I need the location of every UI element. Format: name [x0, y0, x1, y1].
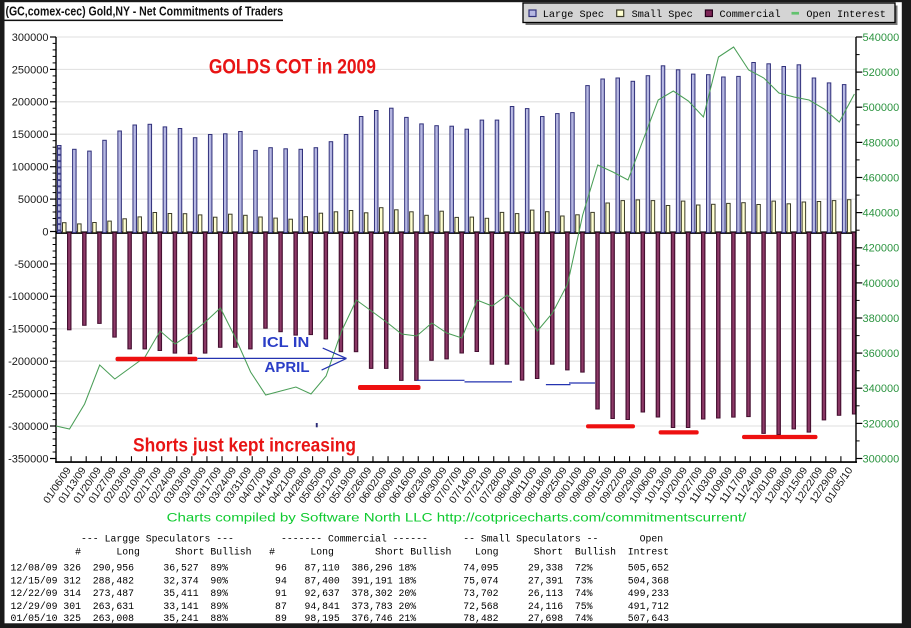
svg-text:100000: 100000	[12, 162, 49, 174]
svg-text:400000: 400000	[863, 278, 900, 290]
svg-text:GOLDS COT in 2009: GOLDS COT in 2009	[209, 55, 376, 78]
svg-text:-300000: -300000	[8, 421, 48, 433]
svg-text:380000: 380000	[863, 313, 900, 325]
svg-text:-350000: -350000	[8, 453, 48, 465]
svg-text:540000: 540000	[863, 32, 900, 44]
svg-text:--- Largge Speculators ---: --- Largge Speculators --- ------- Comme…	[11, 533, 664, 544]
svg-text:-100000: -100000	[8, 291, 48, 303]
svg-text:250000: 250000	[12, 64, 49, 76]
svg-text:Commercial: Commercial	[720, 9, 781, 21]
svg-text:12/22/09 314 273,487 35,4: 12/22/09 314 273,487 35,411 89% 91 92,63…	[11, 588, 670, 599]
svg-text:-200000: -200000	[8, 356, 48, 368]
svg-text:ICL IN: ICL IN	[262, 335, 309, 351]
svg-text:480000: 480000	[863, 137, 900, 149]
svg-text:520000: 520000	[863, 67, 900, 79]
svg-text:360000: 360000	[863, 348, 900, 360]
svg-text:300000: 300000	[12, 32, 49, 44]
svg-text:Shorts just kept increasing: Shorts just kept increasing	[133, 435, 356, 457]
svg-text:Open Interest: Open Interest	[806, 10, 885, 21]
svg-text:-250000: -250000	[8, 389, 48, 401]
svg-text:-150000: -150000	[8, 324, 48, 336]
svg-text:50000: 50000	[18, 194, 49, 206]
svg-text:(GC,comex-cec) Gold,NY - Net C: (GC,comex-cec) Gold,NY - Net Commitments…	[6, 5, 284, 19]
svg-text:Large Spec: Large Spec	[543, 10, 604, 21]
svg-text:500000: 500000	[863, 102, 900, 114]
svg-text:340000: 340000	[863, 383, 900, 395]
svg-text:150000: 150000	[12, 129, 49, 141]
svg-text:0: 0	[42, 226, 48, 238]
svg-text:01/05/10 325 263,008 35,2: 01/05/10 325 263,008 35,241 88% 89 98,19…	[11, 613, 670, 624]
svg-text:460000: 460000	[863, 172, 900, 184]
svg-text:12/08/09 326 290,956 36,5: 12/08/09 326 290,956 36,527 89% 96 87,11…	[11, 562, 670, 573]
svg-text:440000: 440000	[863, 208, 900, 220]
svg-text:Charts compiled by Software No: Charts compiled by Software North LLC ht…	[167, 512, 748, 524]
svg-text:APRIL: APRIL	[265, 360, 310, 376]
svg-text:200000: 200000	[12, 97, 49, 109]
svg-text:12/29/09 301 263,631 33,1: 12/29/09 301 263,631 33,141 89% 87 94,84…	[11, 601, 670, 612]
svg-text:12/15/09 312 288,482 32,3: 12/15/09 312 288,482 32,374 90% 94 87,40…	[11, 575, 670, 586]
svg-text:-50000: -50000	[14, 259, 48, 271]
svg-text:420000: 420000	[863, 243, 900, 255]
svg-text:300000: 300000	[863, 453, 900, 465]
svg-text:# Long Short Bullish: # Long Short Bullish # Long Short Bullis…	[11, 546, 669, 557]
svg-text:320000: 320000	[863, 418, 900, 430]
svg-text:Small Spec: Small Spec	[632, 9, 693, 21]
